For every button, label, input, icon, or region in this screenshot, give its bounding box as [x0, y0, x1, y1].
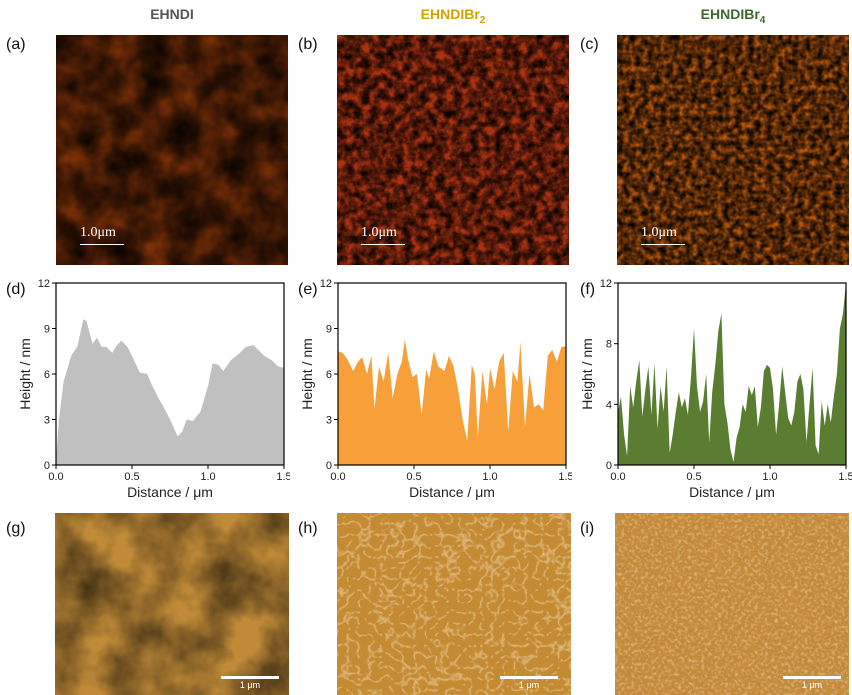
x-tick-label: 0.5 — [686, 471, 701, 483]
column-title-ehndibr2: EHNDIBr2 — [363, 6, 543, 26]
y-axis-label: Height / nm — [17, 338, 33, 410]
column-title-text: EHNDIBr — [420, 6, 480, 22]
column-title-ehndibr4: EHNDIBr4 — [643, 6, 823, 26]
column-title-subscript: 4 — [759, 14, 766, 26]
afm-texture-fine-grains — [617, 35, 849, 265]
panel-label-e: (e) — [298, 281, 318, 298]
afm-texture-large-grains — [56, 35, 288, 265]
panel-label-a: (a) — [6, 36, 26, 53]
sem-scale-label: 1 μm — [239, 680, 261, 690]
y-tick-label: 4 — [606, 399, 612, 411]
column-title-subscript: 2 — [479, 14, 486, 26]
sem-image-h: 1 μm — [337, 513, 571, 695]
x-tick-label: 1.5 — [558, 471, 572, 483]
afm-image-b: 1.0μm — [337, 35, 569, 265]
sem-scale-label: 1 μm — [518, 680, 540, 690]
height-profile-area — [338, 339, 566, 465]
y-tick-label: 6 — [44, 369, 50, 381]
afm-scale-bar: 1.0μm — [641, 225, 685, 245]
panel-label-b: (b) — [298, 36, 318, 53]
y-tick-label: 9 — [44, 324, 50, 336]
y-tick-label: 3 — [44, 415, 50, 427]
y-axis-label: Height / nm — [579, 338, 595, 410]
x-tick-label: 0.0 — [610, 471, 625, 483]
height-profile-chart-d: 0.0 0.5 1.0 1.5 0 3 6 9 12 Distance / μm Height / … — [17, 278, 290, 500]
x-axis-label: Distance / μm — [409, 484, 495, 500]
x-axis-label: Distance / μm — [689, 484, 775, 500]
x-tick-label: 1.0 — [762, 471, 777, 483]
sem-texture-g — [55, 513, 289, 695]
plot-frame — [617, 282, 847, 466]
x-tick-label: 0.5 — [124, 471, 139, 483]
y-tick-label: 3 — [326, 415, 332, 427]
afm-scale-label: 1.0μm — [80, 225, 116, 240]
y-tick-label: 0 — [326, 460, 332, 472]
y-tick-label: 12 — [38, 278, 50, 290]
height-profile-chart-e: 0.0 0.5 1.0 1.5 0 3 6 9 12 Distance / μm Height / … — [299, 278, 572, 500]
x-tick-label: 0.0 — [48, 471, 63, 483]
afm-image-c: 1.0μm — [617, 35, 849, 265]
x-axis-label: Distance / μm — [127, 484, 213, 500]
height-profile-area — [618, 283, 846, 465]
y-tick-label: 8 — [606, 339, 612, 351]
afm-scale-label: 1.0μm — [361, 225, 397, 240]
x-tick-label: 0.5 — [406, 471, 421, 483]
sem-image-i: 1 μm — [615, 513, 849, 695]
x-tick-label: 1.0 — [200, 471, 215, 483]
panel-label-c: (c) — [580, 36, 599, 53]
sem-scale-bar: 1 μm — [500, 676, 558, 690]
afm-scale-label: 1.0μm — [641, 225, 677, 240]
sem-image-g: 1 μm — [55, 513, 289, 695]
y-axis-label: Height / nm — [299, 338, 315, 410]
y-tick-label: 0 — [44, 460, 50, 472]
panel-label-d: (d) — [6, 281, 26, 298]
height-profile-area — [56, 319, 284, 465]
afm-scale-bar: 1.0μm — [361, 225, 405, 245]
x-tick-label: 1.5 — [838, 471, 852, 483]
panel-label-h: (h) — [298, 520, 318, 537]
afm-scale-bar: 1.0μm — [80, 225, 124, 245]
panel-label-g: (g) — [6, 520, 26, 537]
x-tick-label: 1.0 — [482, 471, 497, 483]
sem-scale-bar: 1 μm — [783, 676, 841, 690]
sem-texture-i — [615, 513, 849, 695]
afm-image-a: 1.0μm — [56, 35, 288, 265]
y-tick-label: 0 — [606, 460, 612, 472]
afm-texture-porous — [337, 35, 569, 265]
y-tick-label: 12 — [600, 278, 612, 290]
panel-label-f: (f) — [580, 281, 596, 298]
y-tick-label: 9 — [326, 324, 332, 336]
y-tick-label: 12 — [320, 278, 332, 290]
panel-label-i: (i) — [580, 520, 595, 537]
y-tick-label: 6 — [326, 369, 332, 381]
column-title-ehndi: EHNDI — [82, 6, 262, 22]
height-profile-chart-f: 0.0 0.5 1.0 1.5 0 4 8 12 Distance / μm Height / n… — [579, 278, 852, 500]
sem-scale-bar: 1 μm — [221, 676, 279, 690]
x-tick-label: 1.5 — [276, 471, 290, 483]
sem-scale-label: 1 μm — [801, 680, 823, 690]
x-tick-label: 0.0 — [330, 471, 345, 483]
column-title-text: EHNDI — [150, 6, 194, 22]
column-title-text: EHNDIBr — [700, 6, 760, 22]
sem-texture-h — [337, 513, 571, 695]
